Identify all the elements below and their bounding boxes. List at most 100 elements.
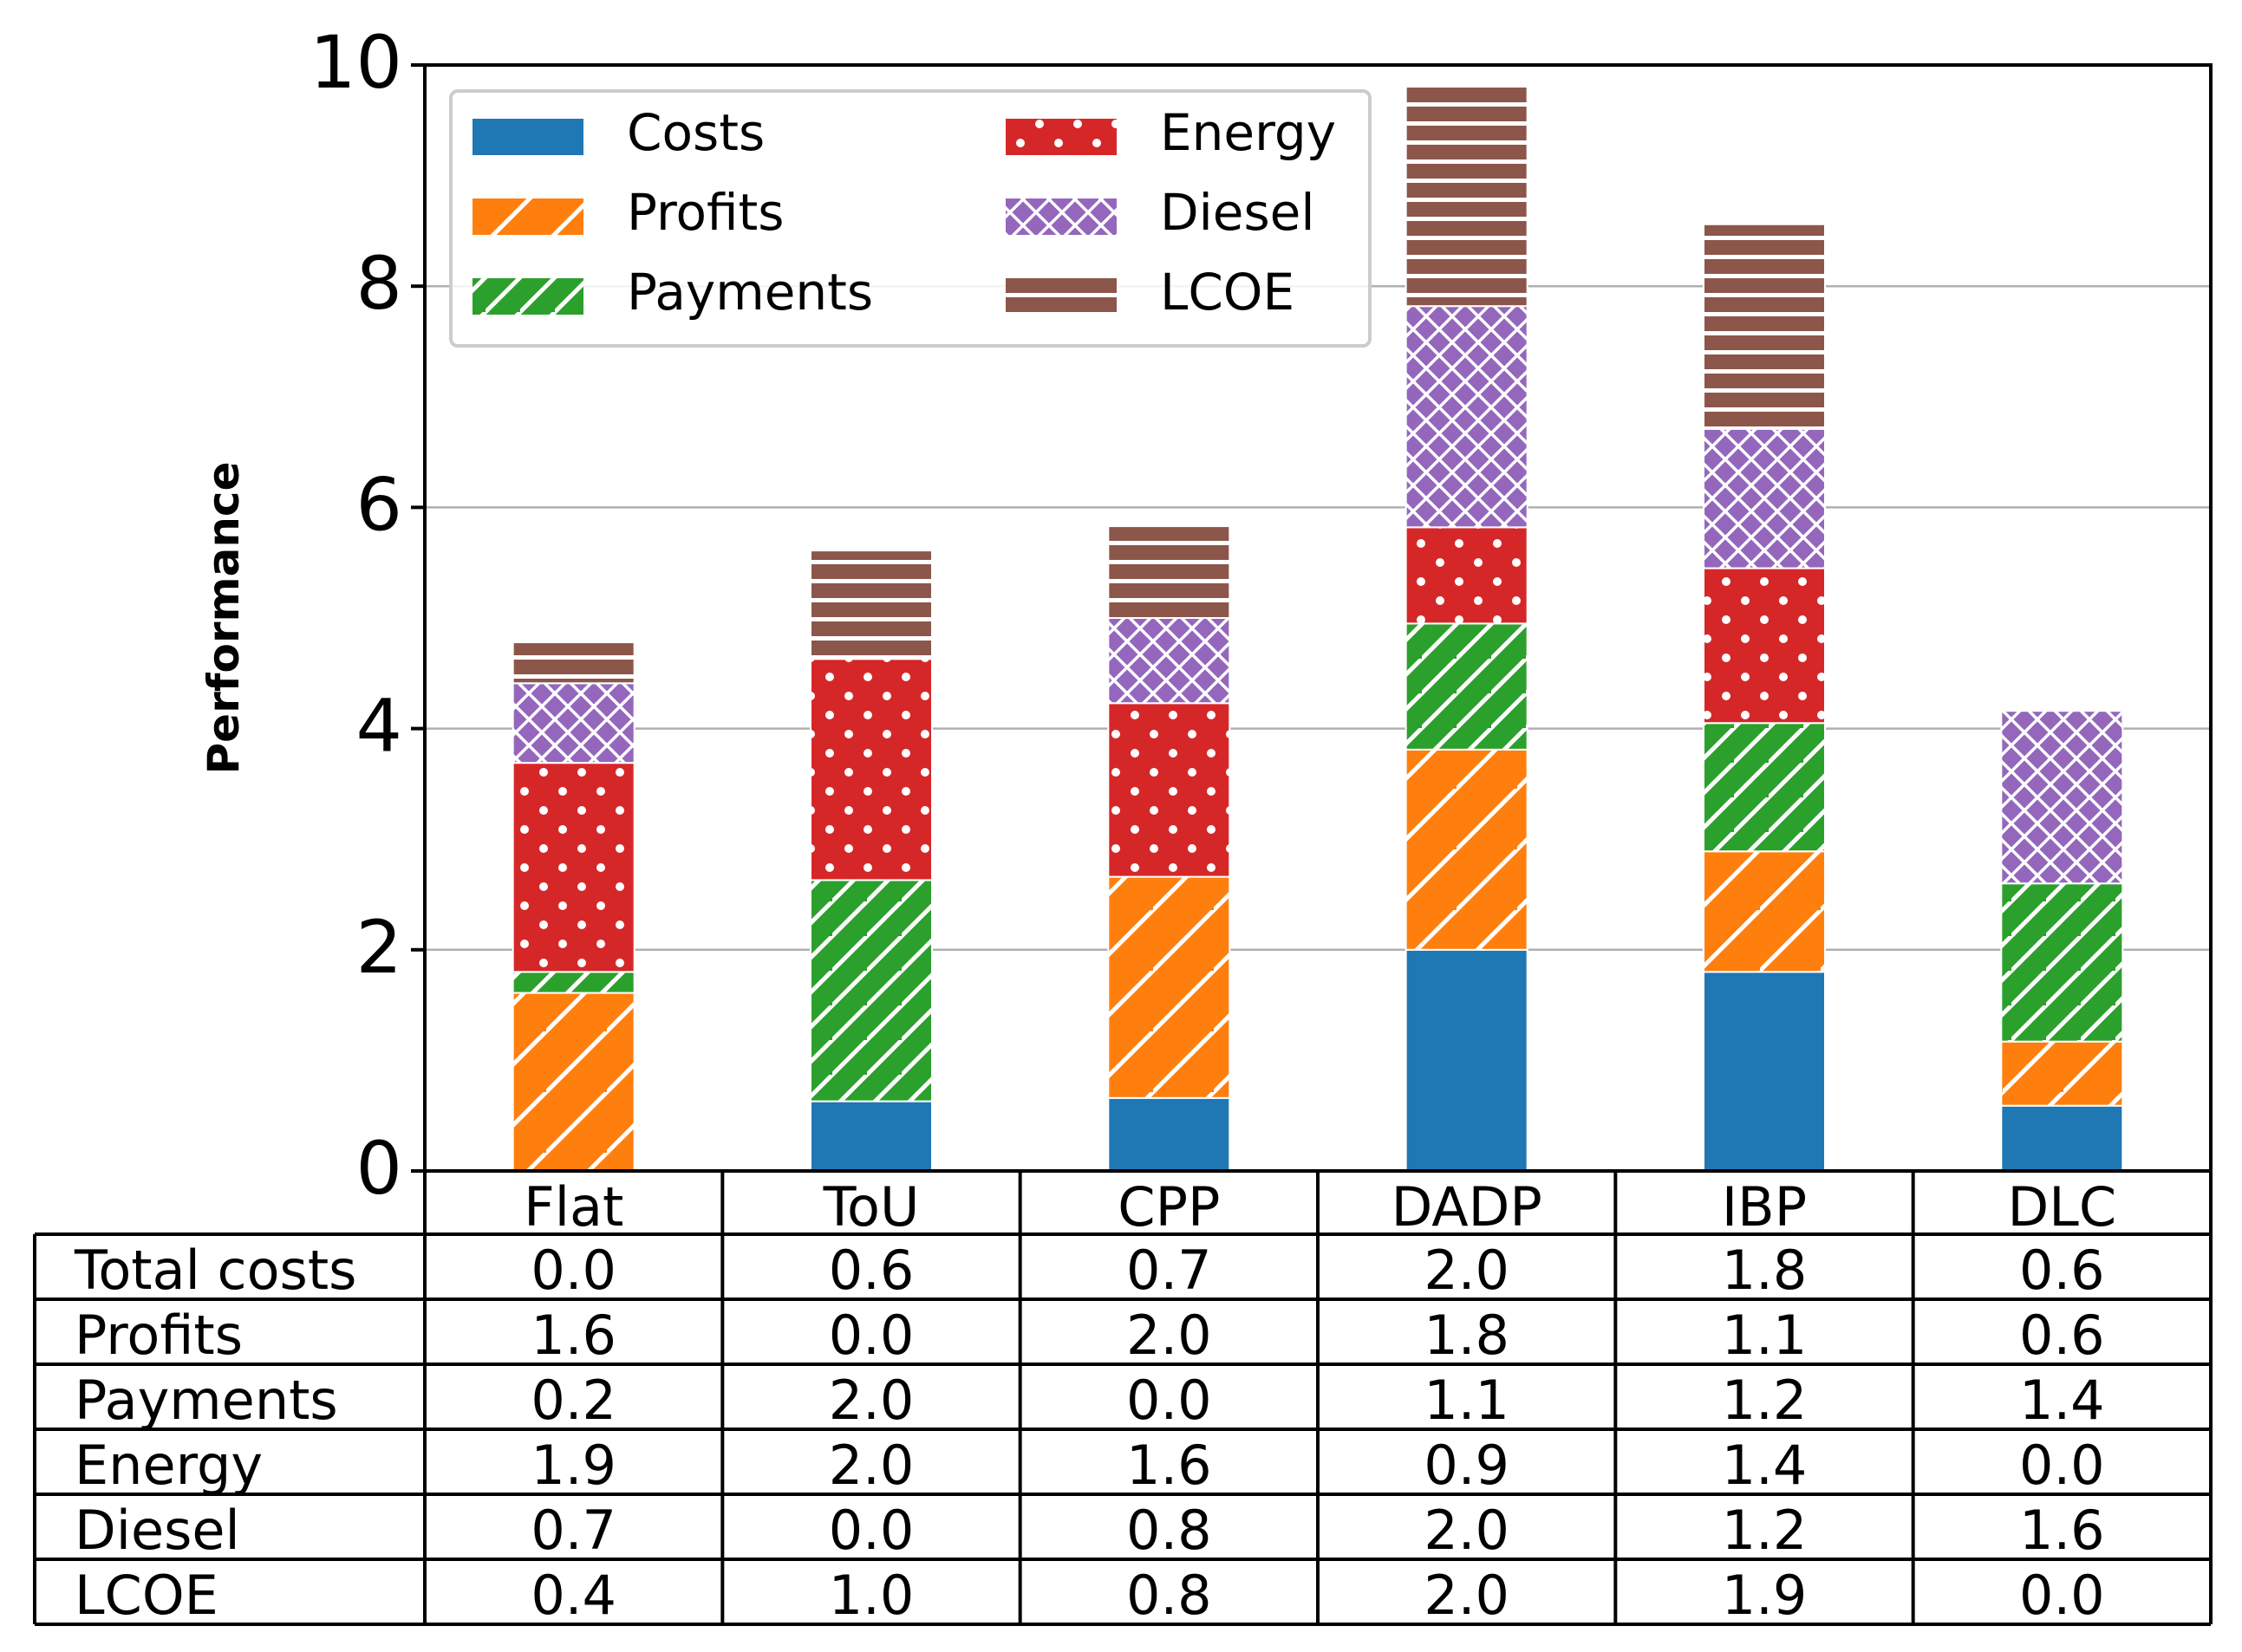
bar-edge (1703, 223, 1826, 430)
bar-edge (512, 641, 635, 685)
legend-label: Payments (627, 263, 873, 322)
bar-hatch (1704, 851, 1825, 972)
category-label-tou: ToU (823, 1175, 920, 1239)
legend-swatch-hatch (1006, 198, 1117, 235)
y-tick-label: 6 (356, 462, 402, 547)
table-cell: 1.8 (1722, 1239, 1808, 1302)
bar-costs-dlc (2001, 1105, 2123, 1171)
bar-hatch (1704, 224, 1825, 429)
bar-hatch (2001, 883, 2123, 1042)
bar-hatch (1405, 749, 1528, 950)
table-cell: 0.8 (1126, 1564, 1212, 1627)
legend-label: Diesel (1160, 183, 1314, 242)
y-tick-label: 10 (310, 20, 402, 105)
bar-hatch (1405, 306, 1528, 528)
bar-hatch (512, 972, 635, 993)
bar-hatch (1704, 428, 1825, 569)
legend-label: Energy (1160, 103, 1336, 162)
bar-costs-dadp (1405, 949, 1528, 1171)
bar-costs-tou (811, 1101, 932, 1171)
table-cell: 2.0 (1424, 1239, 1509, 1302)
table-cell: 1.1 (1722, 1304, 1808, 1367)
legend-entry-lcoe: LCOE (1006, 263, 1294, 322)
table-cell: 0.4 (531, 1564, 616, 1627)
table-cell: 1.6 (531, 1304, 616, 1367)
category-label-ibp: IBP (1722, 1175, 1807, 1239)
legend-box (449, 89, 1372, 348)
table-cell: 1.2 (1722, 1369, 1808, 1432)
table-cell: 2.0 (1424, 1499, 1509, 1562)
table-row-label: Payments (75, 1369, 338, 1432)
table-cell: 0.0 (2019, 1564, 2105, 1627)
table-cell: 0.6 (2019, 1304, 2105, 1367)
table-cell: 0.8 (1126, 1499, 1212, 1562)
legend: Costs Profits Payments Energy Diesel LCOE (449, 89, 1372, 348)
table-cell: 1.6 (2019, 1499, 2105, 1562)
legend-swatch-hatch (1006, 119, 1117, 155)
bar-hatch (512, 642, 635, 684)
y-axis-label: Performance (199, 462, 249, 775)
bar-edge (2000, 710, 2124, 885)
bar-hatch (1108, 618, 1230, 704)
category-label-dlc: DLC (2008, 1175, 2117, 1239)
table-cell: 1.4 (2019, 1369, 2105, 1432)
legend-entry-costs: Costs (473, 103, 765, 162)
bar-costs-ibp (1704, 972, 1825, 1171)
category-label-flat: Flat (524, 1175, 623, 1239)
table-cell: 0.9 (1424, 1434, 1509, 1497)
bar-edge (1107, 525, 1231, 619)
table-cell: 0.0 (829, 1499, 915, 1562)
legend-entry-payments: Payments (473, 263, 873, 322)
table-cell: 0.7 (531, 1499, 616, 1562)
legend-label: Profits (627, 183, 785, 242)
table-cell: 1.1 (1424, 1369, 1509, 1432)
table-cell: 1.0 (829, 1564, 915, 1627)
bar-hatch (811, 880, 932, 1102)
bar-hatch (512, 683, 635, 764)
table-cell: 0.6 (2019, 1239, 2105, 1302)
legend-entry-profits: Profits (473, 183, 785, 242)
bar-hatch (811, 659, 932, 881)
table-cell: 1.9 (531, 1434, 616, 1497)
legend-swatch (473, 119, 583, 155)
bar-hatch (1704, 568, 1825, 724)
bar-edge (810, 550, 933, 660)
table-row-label: LCOE (75, 1564, 218, 1627)
y-tick-label: 8 (356, 241, 402, 326)
bar-hatch (512, 763, 635, 972)
legend-label: Costs (627, 103, 765, 162)
y-tick-label: 0 (356, 1126, 402, 1211)
legend-swatch-hatch (473, 198, 583, 235)
table-cell: 0.0 (2019, 1434, 2105, 1497)
bar-hatch (2001, 1041, 2123, 1106)
table-cell: 0.7 (1126, 1239, 1212, 1302)
table-row-label: Diesel (75, 1499, 240, 1562)
table-cell: 0.0 (531, 1239, 616, 1302)
bar-hatch (811, 550, 932, 660)
category-label-dadp: DADP (1391, 1175, 1542, 1239)
table-row-label: Profits (75, 1304, 243, 1367)
legend-swatch-hatch (1006, 278, 1117, 315)
legend-entry-energy: Energy (1006, 103, 1336, 162)
table-cell: 1.2 (1722, 1499, 1808, 1562)
bar-hatch (1405, 623, 1528, 750)
table-cell: 1.9 (1722, 1564, 1808, 1627)
legend-swatch-hatch (473, 278, 583, 315)
table-row-label: Energy (75, 1434, 263, 1497)
table-cell: 2.0 (1424, 1564, 1509, 1627)
table-cell: 1.8 (1424, 1304, 1509, 1367)
bar-hatch (1108, 526, 1230, 618)
table-cell: 1.6 (1126, 1434, 1212, 1497)
bar-hatch (1405, 86, 1528, 307)
y-tick-label: 4 (356, 684, 402, 769)
bars (512, 85, 2124, 1173)
bar-edge (1405, 85, 1528, 308)
table-cell: 0.0 (1126, 1369, 1212, 1432)
table-cell: 0.0 (829, 1304, 915, 1367)
table-cell: 0.2 (531, 1369, 616, 1432)
bar-hatch (1704, 723, 1825, 852)
bar-hatch (1108, 703, 1230, 877)
legend-entry-diesel: Diesel (1006, 183, 1314, 242)
